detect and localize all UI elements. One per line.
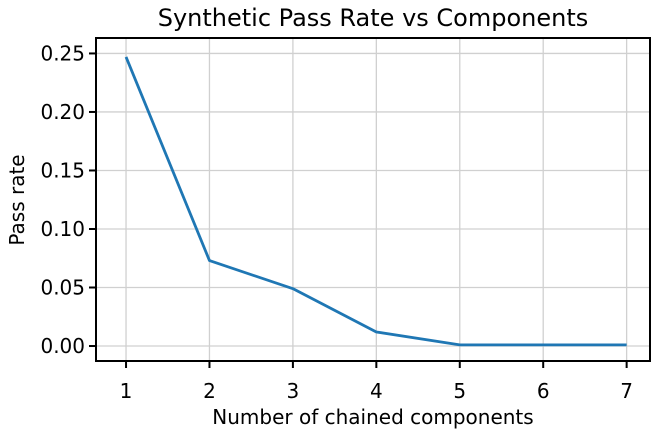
x-tick-label: 4 xyxy=(370,379,383,403)
x-tick-label: 5 xyxy=(453,379,466,403)
y-tick-label: 0.20 xyxy=(40,100,85,124)
chart-title: Synthetic Pass Rate vs Components xyxy=(158,4,589,32)
x-tick-label: 1 xyxy=(120,379,133,403)
data-line-layer xyxy=(124,56,627,347)
x-tick-label: 3 xyxy=(287,379,300,403)
y-tick-label: 0.15 xyxy=(40,158,85,182)
tick-layer xyxy=(89,52,628,368)
axes-spines xyxy=(95,37,651,362)
x-tick-label: 7 xyxy=(620,379,633,403)
y-axis-label: Pass rate xyxy=(5,154,29,245)
y-tick-label: 0.10 xyxy=(40,217,85,241)
x-axis-label: Number of chained components xyxy=(212,405,533,429)
grid-layer xyxy=(96,38,650,361)
y-tick-label: 0.25 xyxy=(40,41,85,65)
x-tick-label: 6 xyxy=(537,379,550,403)
y-tick-label: 0.05 xyxy=(40,276,85,300)
spines-layer xyxy=(95,37,651,362)
tick-label-layer: 0.00 0.05 0.10 0.15 0.20 0.25 1 2 3 4 5 6 7 xyxy=(40,41,633,403)
data-polyline xyxy=(124,56,627,347)
y-tick-label: 0.00 xyxy=(40,334,85,358)
x-tick-label: 2 xyxy=(203,379,216,403)
